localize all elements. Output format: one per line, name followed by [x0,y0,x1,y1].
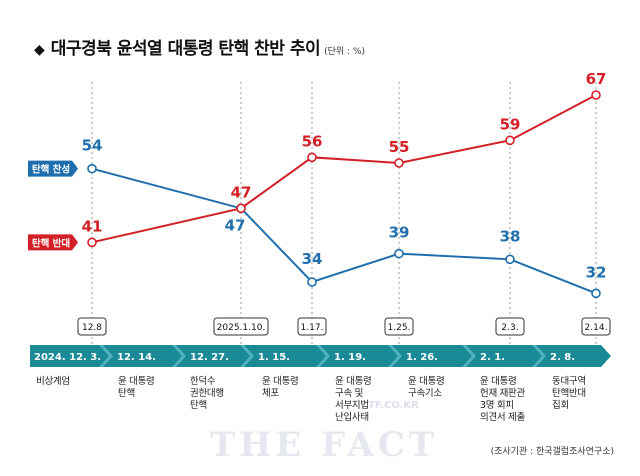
support-point [591,288,601,299]
timeline-event-desc: 윤 대통령 구속기소 [408,376,445,399]
survey-date-tag [581,317,611,336]
oppose-line [91,94,597,244]
survey-date-tag [77,317,107,336]
timeline-date: 1. 26. [406,352,438,363]
timeline-date: 1. 15. [258,352,290,363]
survey-date-tag [213,317,269,336]
timeline-date: 1. 19. [334,352,366,363]
timeline-date: 2024. 12. 3. [34,352,101,363]
timeline-event-desc: 윤 대통령 헌재 재판관 3명 회피 의견서 제출 [480,376,525,423]
legend-support-tag [28,160,78,177]
timeline-chevron [99,345,113,367]
timeline-event-desc: 윤 대통령 구속 및 서부지법 난입사태 [335,376,372,423]
survey-date-label: 2.3. [501,323,518,333]
timeline-date: 2. 1. [480,352,505,363]
oppose-value-label: 67 [586,70,607,88]
survey-date-label: 12.8 [82,323,102,333]
support-value-label: 34 [302,250,323,268]
timeline-date: 2. 8. [550,352,575,363]
support-point [307,277,317,287]
timeline-chevron [388,345,402,367]
support-value-label: 54 [82,137,103,155]
timeline-chevron [316,345,330,367]
support-value-label: 32 [586,263,607,281]
legend-support-label: 탄핵 찬성 [32,164,70,176]
oppose-point [307,152,317,163]
survey-date-tag [495,317,525,336]
title-row: ◆ 대구경북 윤석열 대통령 탄핵 찬반 추이 (단위 : %) [34,34,365,59]
oppose-value-label: 59 [500,115,521,133]
survey-date-label: 2025.1.10. [217,323,266,333]
source-note: (조사기관 : 한국갤럽조사연구소) [490,447,614,457]
oppose-point [505,135,515,146]
timeline-event-desc: 한덕수 권한대행 탄핵 [190,376,224,411]
timeline-date: 12. 27. [190,352,229,363]
timeline-date: 12. 14. [117,352,156,363]
timeline-event-desc: 윤 대통령 체포 [262,376,299,399]
chart-title: 대구경북 윤석열 대통령 탄핵 찬반 추이 [50,39,321,59]
survey-date-label: 1.25. [388,323,411,333]
support-value-label: 47 [225,216,246,234]
survey-date-label: 1.17. [301,323,324,333]
support-line [91,167,597,295]
oppose-point [591,90,601,100]
support-point [87,163,97,174]
legend-oppose-label: 탄핵 반대 [32,237,70,249]
oppose-value-label: 47 [231,183,252,201]
unit-label: (단위 : %) [324,47,366,57]
watermark: THE FACT [210,425,439,465]
survey-date-label: 2.14. [585,323,608,333]
timeline-chevron [172,345,186,367]
survey-date-tag [384,317,414,336]
support-point [505,254,515,265]
support-point [394,248,404,259]
oppose-value-label: 41 [82,217,103,235]
support-value-label: 39 [389,224,410,242]
oppose-point [236,203,246,214]
diamond-bullet-icon: ◆ [34,42,45,58]
oppose-point [87,237,97,248]
oppose-point [394,158,404,168]
support-value-label: 38 [500,227,521,245]
timeline-event-desc: 비상계엄 [36,376,70,387]
timeline-band [30,345,611,367]
legend-oppose-tag [28,234,78,251]
survey-date-tag [297,317,327,336]
timeline-chevron [240,345,254,367]
timeline-event-desc: 동대구역 탄핵반대 집회 [552,376,586,411]
oppose-value-label: 55 [389,138,410,156]
timeline-chevron [532,345,546,367]
watermark-url: TF.CO.KR [368,400,419,411]
timeline-event-desc: 윤 대통령 탄핵 [118,376,155,399]
oppose-value-label: 56 [302,132,323,150]
timeline-chevron [462,345,476,367]
